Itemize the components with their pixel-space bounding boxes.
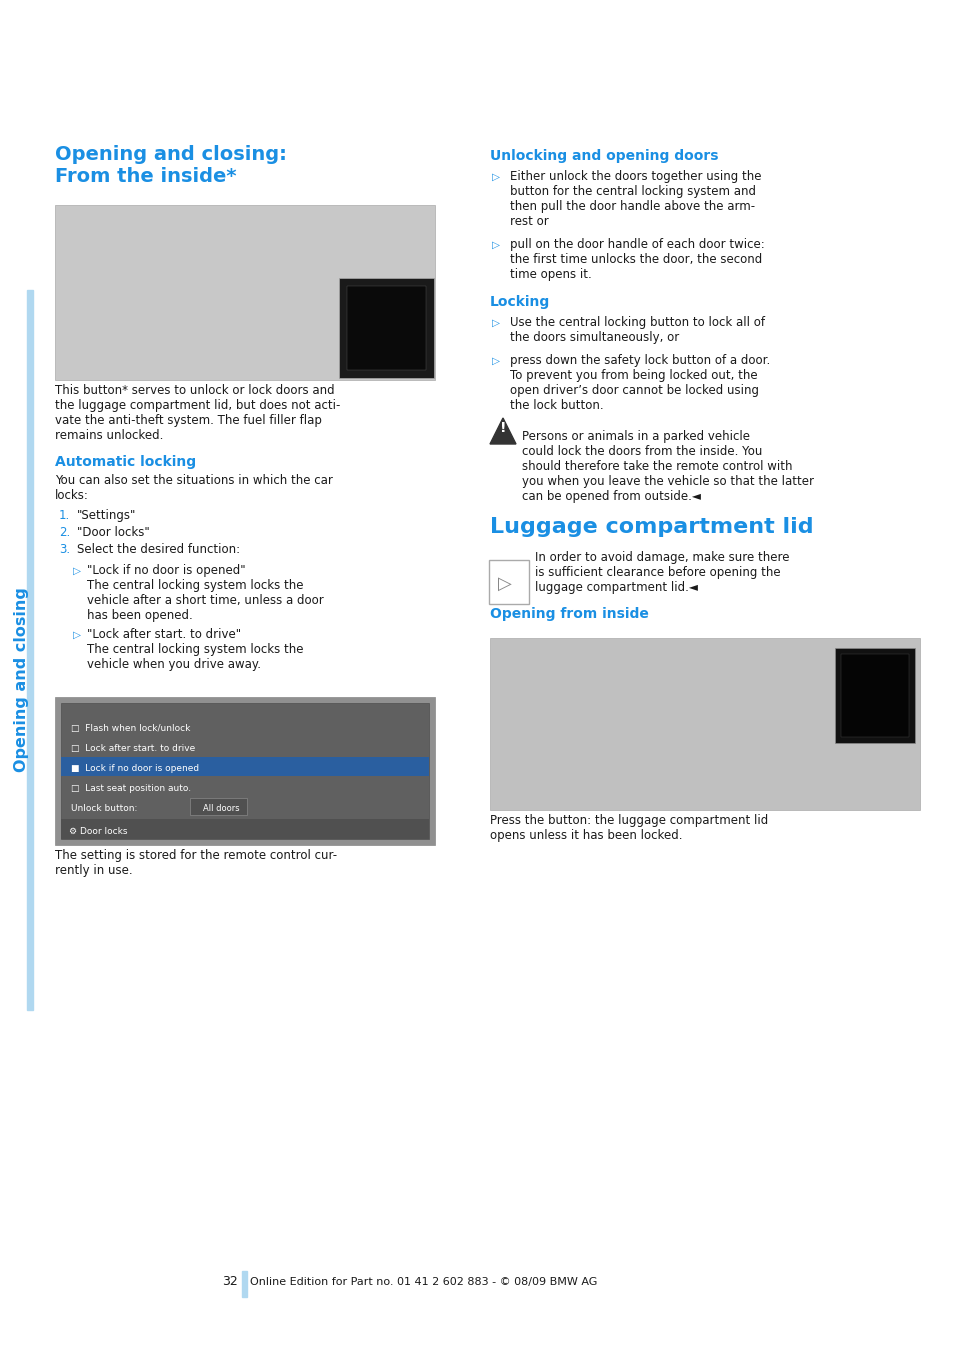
Bar [338, 278, 434, 378]
Bar [61, 819, 429, 838]
Text: pull on the door handle of each door twice:: pull on the door handle of each door twi… [510, 238, 764, 251]
Text: This button* serves to unlock or lock doors and: This button* serves to unlock or lock do… [55, 383, 335, 397]
Text: opens unless it has been locked.: opens unless it has been locked. [490, 829, 681, 842]
Text: then pull the door handle above the arm-: then pull the door handle above the arm- [510, 200, 755, 213]
Text: remains unlocked.: remains unlocked. [55, 429, 163, 441]
Text: □  Lock after start. to drive: □ Lock after start. to drive [71, 744, 195, 753]
Text: ▷: ▷ [497, 575, 512, 593]
Bar [490, 639, 919, 810]
Text: locks:: locks: [55, 489, 89, 502]
Text: 2.: 2. [59, 526, 71, 539]
Text: To prevent you from being locked out, the: To prevent you from being locked out, th… [510, 369, 757, 382]
Text: "Settings": "Settings" [77, 509, 136, 522]
Text: has been opened.: has been opened. [87, 609, 193, 622]
Bar [27, 290, 33, 1010]
Text: "Lock if no door is opened": "Lock if no door is opened" [87, 564, 245, 576]
Text: The central locking system locks the: The central locking system locks the [87, 579, 303, 593]
Text: the doors simultaneously, or: the doors simultaneously, or [510, 331, 679, 344]
Bar [55, 205, 435, 379]
Text: You can also set the situations in which the car: You can also set the situations in which… [55, 474, 333, 487]
Text: you when you leave the vehicle so that the latter: you when you leave the vehicle so that t… [521, 475, 813, 487]
Text: the lock button.: the lock button. [510, 400, 603, 412]
Text: ■  Lock if no door is opened: ■ Lock if no door is opened [71, 764, 199, 774]
FancyBboxPatch shape [489, 560, 529, 603]
Text: ▷: ▷ [73, 566, 81, 576]
Text: Select the desired function:: Select the desired function: [77, 543, 240, 556]
Text: is sufficient clearance before opening the: is sufficient clearance before opening t… [535, 566, 780, 579]
Text: All doors: All doors [202, 805, 239, 813]
Text: the first time unlocks the door, the second: the first time unlocks the door, the sec… [510, 252, 761, 266]
Text: Press the button: the luggage compartment lid: Press the button: the luggage compartmen… [490, 814, 767, 828]
Text: vehicle after a short time, unless a door: vehicle after a short time, unless a doo… [87, 594, 323, 608]
Text: Opening from inside: Opening from inside [490, 608, 648, 621]
Text: ▷: ▷ [73, 630, 81, 640]
Text: button for the central locking system and: button for the central locking system an… [510, 185, 755, 198]
Text: Luggage compartment lid: Luggage compartment lid [490, 517, 813, 537]
Text: Unlock button:: Unlock button: [71, 805, 137, 813]
Text: ▷: ▷ [492, 171, 499, 182]
Text: should therefore take the remote control with: should therefore take the remote control… [521, 460, 792, 472]
Bar [55, 697, 435, 845]
Text: open driver’s door cannot be locked using: open driver’s door cannot be locked usin… [510, 383, 759, 397]
Text: vehicle when you drive away.: vehicle when you drive away. [87, 657, 261, 671]
Text: the luggage compartment lid, but does not acti-: the luggage compartment lid, but does no… [55, 400, 340, 412]
Text: ▷: ▷ [492, 240, 499, 250]
Text: ▷: ▷ [492, 319, 499, 328]
Text: From the inside*: From the inside* [55, 167, 236, 186]
Text: Automatic locking: Automatic locking [55, 455, 196, 468]
Text: 3.: 3. [59, 543, 71, 556]
Text: rest or: rest or [510, 215, 548, 228]
Text: In order to avoid damage, make sure there: In order to avoid damage, make sure ther… [535, 551, 789, 564]
Text: Locking: Locking [490, 296, 550, 309]
Text: "Lock after start. to drive": "Lock after start. to drive" [87, 628, 241, 641]
Text: press down the safety lock button of a door.: press down the safety lock button of a d… [510, 354, 769, 367]
Text: can be opened from outside.◄: can be opened from outside.◄ [521, 490, 700, 504]
Text: !: ! [499, 421, 506, 435]
Bar [61, 757, 429, 776]
Text: Unlocking and opening doors: Unlocking and opening doors [490, 148, 718, 163]
Text: Online Edition for Part no. 01 41 2 602 883 - © 08/09 BMW AG: Online Edition for Part no. 01 41 2 602 … [250, 1277, 597, 1287]
FancyBboxPatch shape [190, 798, 247, 815]
Text: ▷: ▷ [492, 356, 499, 366]
Text: could lock the doors from the inside. You: could lock the doors from the inside. Yo… [521, 446, 761, 458]
Text: □  Last seat position auto.: □ Last seat position auto. [71, 784, 191, 792]
Text: The central locking system locks the: The central locking system locks the [87, 643, 303, 656]
Bar [347, 286, 426, 370]
Bar [841, 653, 908, 737]
Text: Opening and closing: Opening and closing [14, 587, 30, 772]
Text: □  Flash when lock/unlock: □ Flash when lock/unlock [71, 724, 191, 733]
Text: Either unlock the doors together using the: Either unlock the doors together using t… [510, 170, 760, 184]
Text: rently in use.: rently in use. [55, 864, 132, 878]
Text: ⚙ Door locks: ⚙ Door locks [69, 828, 128, 836]
Text: vate the anti-theft system. The fuel filler flap: vate the anti-theft system. The fuel fil… [55, 414, 321, 427]
Bar [61, 703, 429, 838]
Text: "Door locks": "Door locks" [77, 526, 150, 539]
Text: luggage compartment lid.◄: luggage compartment lid.◄ [535, 580, 698, 594]
Text: Persons or animals in a parked vehicle: Persons or animals in a parked vehicle [521, 431, 749, 443]
Text: 1.: 1. [59, 509, 71, 522]
Polygon shape [490, 418, 516, 444]
Text: time opens it.: time opens it. [510, 269, 591, 281]
Text: 32: 32 [222, 1274, 237, 1288]
Text: The setting is stored for the remote control cur-: The setting is stored for the remote con… [55, 849, 336, 863]
Text: Opening and closing:: Opening and closing: [55, 144, 287, 163]
Bar [834, 648, 914, 743]
Text: Use the central locking button to lock all of: Use the central locking button to lock a… [510, 316, 764, 329]
Bar [242, 1270, 247, 1297]
